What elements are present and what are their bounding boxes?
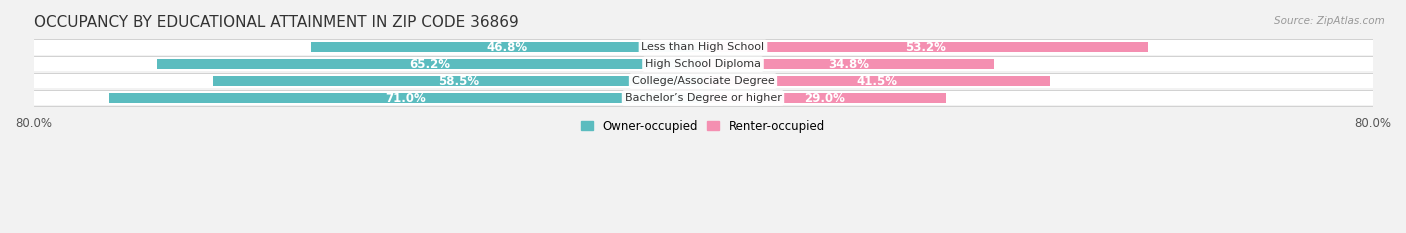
Bar (34, 57, 1372, 72)
Bar (703, 59, 994, 69)
Text: Bachelor’s Degree or higher: Bachelor’s Degree or higher (624, 93, 782, 103)
Bar (311, 42, 703, 52)
Bar (157, 59, 703, 69)
Text: High School Diploma: High School Diploma (645, 59, 761, 69)
Bar (214, 76, 703, 86)
Bar (34, 74, 1372, 88)
Text: 29.0%: 29.0% (804, 92, 845, 105)
Bar (703, 76, 1050, 86)
Text: 58.5%: 58.5% (437, 75, 479, 88)
Text: 41.5%: 41.5% (856, 75, 897, 88)
Text: 65.2%: 65.2% (409, 58, 451, 71)
Text: 71.0%: 71.0% (385, 92, 426, 105)
Text: 46.8%: 46.8% (486, 41, 527, 54)
Text: Less than High School: Less than High School (641, 42, 765, 52)
Bar (34, 91, 1372, 105)
Bar (703, 42, 1149, 52)
Legend: Owner-occupied, Renter-occupied: Owner-occupied, Renter-occupied (576, 115, 830, 137)
Bar (703, 93, 946, 103)
Text: 53.2%: 53.2% (905, 41, 946, 54)
Text: Source: ZipAtlas.com: Source: ZipAtlas.com (1274, 16, 1385, 26)
Bar (108, 93, 703, 103)
Text: OCCUPANCY BY EDUCATIONAL ATTAINMENT IN ZIP CODE 36869: OCCUPANCY BY EDUCATIONAL ATTAINMENT IN Z… (34, 15, 519, 30)
Text: 34.8%: 34.8% (828, 58, 869, 71)
Bar (34, 40, 1372, 55)
Text: College/Associate Degree: College/Associate Degree (631, 76, 775, 86)
